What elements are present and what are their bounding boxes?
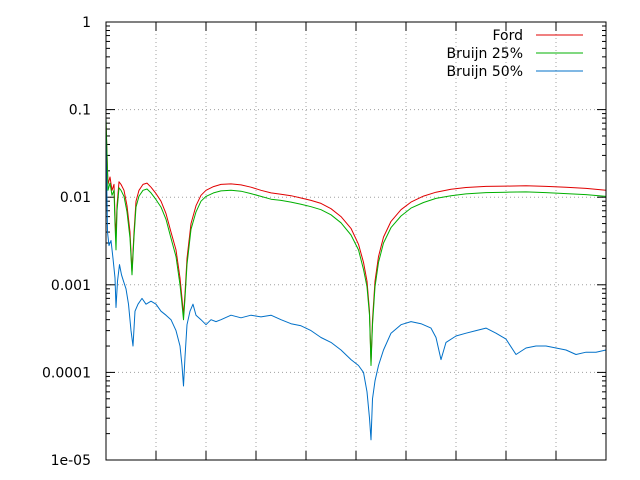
series-line-1 (105, 118, 607, 366)
legend-label: Bruijn 50% (447, 64, 523, 80)
y-tick-label: 1 (82, 15, 91, 31)
series-line-0 (105, 123, 607, 363)
plot-frame (105, 21, 607, 461)
y-axis-tick-labels: 1 0.1 0.01 0.001 0.0001 1e-05 (42, 15, 91, 469)
legend-label: Ford (492, 28, 523, 44)
grid-lines (106, 22, 606, 460)
y-tick-label: 1e-05 (51, 453, 91, 469)
data-series (105, 118, 607, 441)
series-line-2 (105, 135, 607, 441)
y-tick-label: 0.1 (69, 103, 91, 119)
legend: Ford Bruijn 25% Bruijn 50% (447, 28, 583, 80)
y-tick-label: 0.0001 (42, 365, 91, 381)
y-tick-label: 0.001 (51, 278, 91, 294)
legend-label: Bruijn 25% (447, 46, 523, 62)
y-tick-label: 0.01 (60, 190, 91, 206)
